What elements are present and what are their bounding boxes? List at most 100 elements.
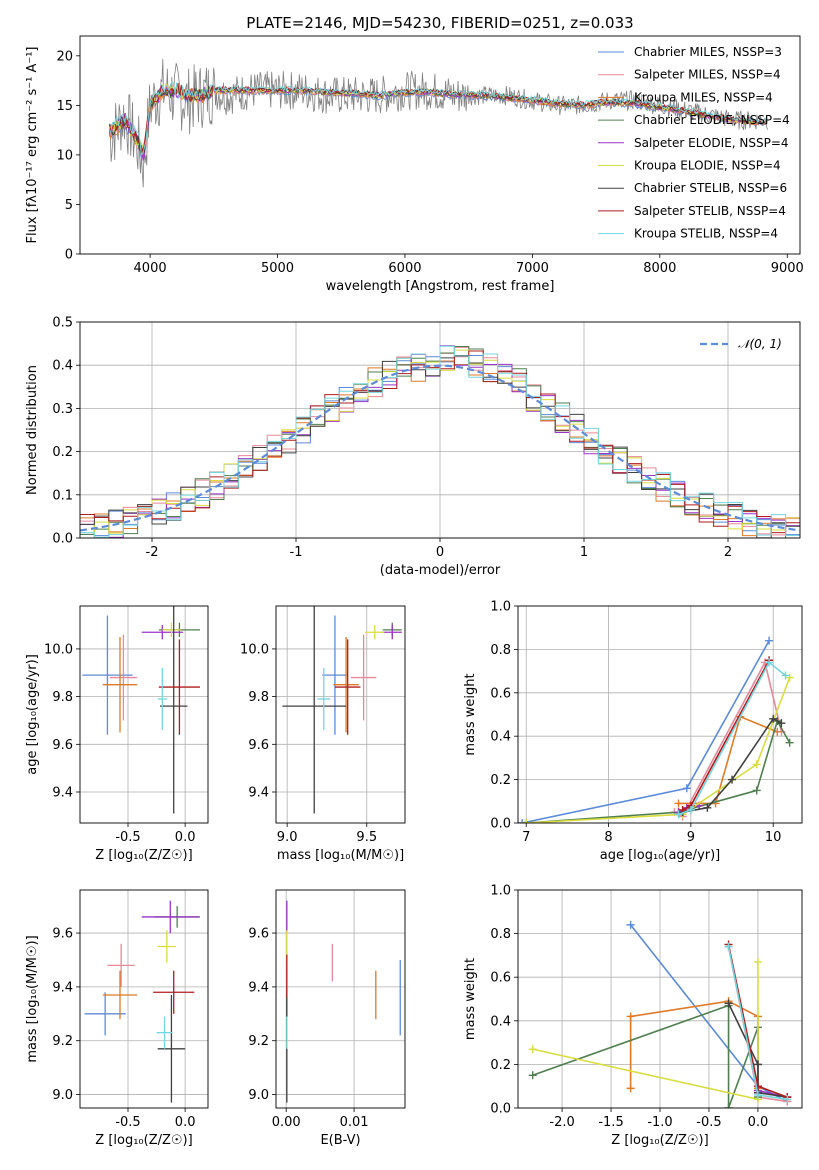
y-tick-label: 9.2 [52, 1034, 73, 1049]
y-tick-label: 9.0 [248, 1088, 269, 1103]
legend-label: Chabrier MILES, NSSP=3 [634, 45, 782, 59]
mass-weight-vs-age-plot-area [518, 636, 794, 823]
legend-label: Salpeter ELODIE, NSSP=4 [634, 136, 789, 150]
y-tick-label: 0.8 [490, 643, 511, 658]
residuals-plot-area [80, 345, 800, 538]
mass-weight-vs-age-panel: 7 8 9 10 0.0 0.2 0.4 0.6 0.8 1.0 age [log₁₀(age/yr… [463, 600, 803, 863]
errorbar-point [317, 668, 331, 730]
mass-weight-vs-Z-plot-area [528, 920, 792, 1108]
x-tick-label: 7000 [516, 261, 549, 276]
x-axis-label: Z [log₁₀(Z/Z☉)] [611, 1133, 708, 1148]
x-tick-label: -0.5 [115, 1115, 140, 1130]
y-axis-label: Flux [fλ10⁻¹⁷ erg cm⁻² s⁻¹ A⁻¹] [25, 47, 40, 244]
mass-vs-ebv-panel: 0.00 0.01 9.0 9.2 9.4 9.6 E(B-V) [248, 889, 406, 1148]
errorbar-point [282, 606, 347, 814]
y-tick-label: 0.0 [52, 532, 73, 547]
errorbar-point [334, 639, 361, 735]
mass-weight-marker [777, 719, 786, 728]
axes-frame [79, 321, 801, 539]
age-vs-Z-panel: -0.5 0.0 9.4 9.6 9.8 10.0 Z [log₁₀(Z/Z☉)] age [… [25, 605, 209, 863]
errorbar-point [157, 930, 176, 963]
errorbar-point [141, 900, 199, 934]
y-tick-label: 9.4 [248, 786, 269, 801]
y-tick-label: 9.8 [248, 690, 269, 705]
y-tick-label: 0.5 [52, 316, 73, 331]
errorbar-point [141, 625, 183, 640]
mass-weight-marker [753, 1060, 762, 1069]
mass-weight-marker [785, 738, 794, 747]
model-spectrum-line [108, 82, 768, 152]
mass-weight-marker [783, 1095, 792, 1104]
age-vs-Z-plot-area [82, 606, 200, 814]
mass-weight-marker [703, 803, 712, 812]
y-tick-label: 0.0 [490, 1102, 511, 1117]
mass-vs-Z-plot-area [84, 900, 200, 1103]
errorbar-point [107, 943, 135, 987]
mass-weight-marker [753, 1082, 762, 1091]
x-tick-label: 9.5 [356, 830, 377, 845]
y-axis-label: Normed distribution [25, 365, 40, 495]
x-tick-label: 6000 [388, 261, 421, 276]
y-axis-label: mass [log₁₀(M/M☉)] [25, 935, 40, 1062]
mass-weight-line [678, 715, 778, 805]
legend-label: Chabrier STELIB, NSSP=6 [634, 181, 787, 195]
y-tick-label: 9.6 [52, 927, 73, 942]
mass-weight-marker [724, 999, 733, 1008]
mass-weight-marker [626, 1084, 635, 1093]
mass-weight-marker [711, 799, 720, 808]
figure-title: PLATE=2146, MJD=54230, FIBERID=0251, z=0… [246, 14, 633, 32]
errorbar-point [382, 625, 402, 640]
y-tick-label: 20 [56, 49, 73, 64]
legend-label: Kroupa STELIB, NSSP=4 [634, 227, 778, 241]
legend-label: Kroupa MILES, NSSP=4 [634, 90, 773, 104]
mass-weight-marker [674, 799, 683, 808]
x-axis-label: wavelength [Angstrom, rest frame] [326, 279, 555, 294]
y-tick-label: 10.0 [240, 642, 269, 657]
x-tick-label: -1 [290, 545, 303, 560]
mass-weight-line [727, 1003, 788, 1098]
x-axis-label: (data-model)/error [380, 563, 501, 578]
normal-distribution-curve [80, 364, 800, 532]
legend-label: 𝒩(0, 1) [738, 337, 782, 351]
x-tick-label: -0.5 [696, 1115, 721, 1130]
y-tick-label: 9.4 [52, 786, 73, 801]
model-spectrum-line [108, 81, 768, 156]
x-tick-label: 0.00 [272, 1115, 301, 1130]
x-axis-label: age [log₁₀(age/yr)] [600, 848, 721, 863]
x-tick-label: 0.0 [175, 830, 196, 845]
y-tick-label: 0.2 [490, 1058, 511, 1073]
mass-weight-marker [724, 942, 733, 951]
errorbar-point [109, 634, 138, 721]
axes-frame [79, 889, 209, 1109]
mass-vs-Z-panel: -0.5 0.0 9.0 9.2 9.4 9.6 Z [log₁₀(Z/Z☉)] mass [… [25, 889, 209, 1148]
mass-weight-marker [626, 1012, 635, 1021]
errorbar-point [153, 970, 195, 1014]
y-tick-label: 10 [56, 148, 73, 163]
errorbar-point [350, 634, 377, 721]
legend-label: Salpeter MILES, NSSP=4 [634, 68, 781, 82]
y-tick-label: 0.6 [490, 686, 511, 701]
mass-weight-marker [752, 786, 761, 795]
mass-weight-marker [682, 784, 691, 793]
errorbar-point [322, 615, 348, 735]
y-axis-label: mass weight [463, 673, 478, 755]
x-tick-label: 9.0 [277, 830, 298, 845]
axes-frame [79, 605, 209, 824]
age-vs-mass-plot-area [282, 606, 402, 814]
y-tick-label: 0.1 [52, 488, 73, 503]
errorbar-point [102, 637, 138, 733]
x-tick-label: 5000 [261, 261, 294, 276]
mass-weight-marker [686, 805, 695, 814]
y-tick-label: 9.0 [52, 1088, 73, 1103]
y-tick-label: 0.2 [52, 445, 73, 460]
errorbar-point [333, 637, 359, 733]
mass-weight-marker [518, 819, 527, 823]
mass-weight-marker [765, 658, 774, 667]
mass-weight-marker [752, 760, 761, 769]
x-tick-label: 2 [724, 545, 732, 560]
mass-weight-marker [528, 1071, 537, 1080]
y-tick-label: 0.3 [52, 402, 73, 417]
spectrum-plot-area [108, 58, 768, 188]
y-tick-label: 5 [65, 198, 73, 213]
y-tick-label: 9.2 [248, 1034, 269, 1049]
